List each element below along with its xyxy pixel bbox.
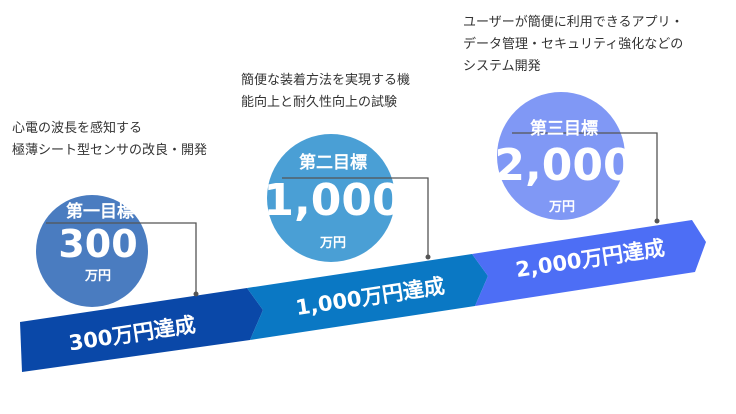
goal-2-description: 簡便な装着方法を実現する機 能向上と耐久性向上の試験 [241,70,410,114]
goal-1-description: 心電の波長を感知する 極薄シート型センサの改良・開発 [12,118,207,162]
band-segment-3 [472,220,706,306]
connector-line-1 [46,222,197,294]
goal-3-description: ユーザーが簡便に利用できるアプリ・ データ管理・セキュリティ強化などの システム… [463,12,683,78]
goal-2-amount: 1,000 [263,175,403,226]
goal-1-amount: 300 [58,222,138,266]
description-line: 極薄シート型センサの改良・開発 [12,143,208,158]
goal-2-title: 第二目標 [299,153,367,173]
description-line: 能向上と耐久性向上の試験 [241,95,398,110]
connector-dot-2 [425,254,431,260]
connector-line-2 [282,177,429,257]
description-line: 心電の波長を感知する [12,121,143,136]
goal-3-unit: 万円 [548,200,576,215]
description-line: 簡便な装着方法を実現する機 [241,73,411,88]
connector-dot-3 [654,218,660,224]
connector-dot-1 [193,291,199,297]
band-segment-1 [20,288,263,372]
goal-1-title: 第一目標 [66,202,134,222]
connector-line-3 [512,132,658,221]
goal-circle-3 [497,92,625,220]
goal-1-unit: 万円 [84,269,112,284]
band-segment-2 [247,254,488,340]
goal-3-amount: 2,000 [494,140,634,191]
goal-circle-2 [267,134,395,262]
description-line: ユーザーが簡便に利用できるアプリ・ [463,15,684,30]
goal-2-unit: 万円 [319,236,347,251]
description-line: データ管理・セキュリティ強化などの [463,37,684,52]
description-line: システム開発 [463,59,541,74]
goal-3-title: 第三目標 [530,119,598,139]
